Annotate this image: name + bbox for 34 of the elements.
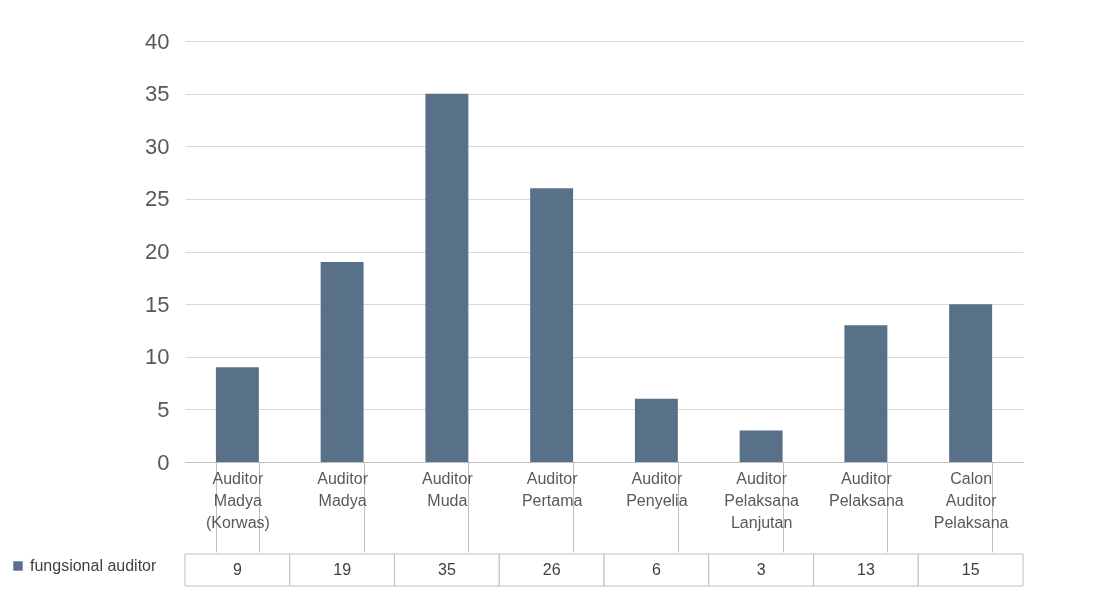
data-label: 35 bbox=[437, 561, 456, 578]
bar bbox=[844, 325, 888, 462]
data-label: 9 bbox=[232, 561, 242, 578]
y-tick-label: 20 bbox=[145, 239, 170, 264]
y-tick-label: 25 bbox=[145, 186, 170, 212]
y-tick-label: 5 bbox=[157, 396, 170, 422]
data-label: 6 bbox=[651, 561, 661, 578]
y-tick-label: 0 bbox=[157, 449, 170, 475]
bar bbox=[530, 188, 574, 462]
x-tick-label: Calon Auditor Pelaksana bbox=[933, 469, 1009, 531]
bar bbox=[215, 367, 259, 462]
y-tick-label: 15 bbox=[145, 291, 170, 317]
y-tick-label: 40 bbox=[145, 28, 170, 54]
x-tick-label: Auditor Muda bbox=[422, 469, 474, 509]
bar bbox=[320, 262, 364, 462]
x-tick-label: Auditor Pelaksana bbox=[829, 469, 904, 509]
x-tick-label: Auditor Madya bbox=[317, 469, 369, 509]
y-tick-label: 35 bbox=[145, 81, 170, 107]
data-label: 26 bbox=[542, 561, 561, 578]
x-tick-label: Auditor Pelaksana Lanjutan bbox=[724, 469, 800, 531]
data-label: 19 bbox=[333, 561, 352, 578]
x-tick-label: Auditor Madya (Korwas) bbox=[205, 469, 270, 531]
legend-label: fungsional auditor bbox=[30, 557, 157, 574]
data-label: 3 bbox=[756, 561, 766, 578]
y-tick-label: 30 bbox=[145, 133, 170, 159]
x-tick-label: Auditor Penyelia bbox=[626, 469, 688, 509]
bar bbox=[739, 430, 783, 462]
bar bbox=[634, 398, 678, 462]
x-tick-label: Auditor Pertama bbox=[521, 469, 583, 509]
bar bbox=[949, 304, 993, 462]
data-label: 15 bbox=[961, 561, 980, 578]
bar bbox=[425, 93, 469, 462]
y-tick-label: 10 bbox=[145, 344, 170, 370]
data-label: 13 bbox=[856, 561, 875, 578]
